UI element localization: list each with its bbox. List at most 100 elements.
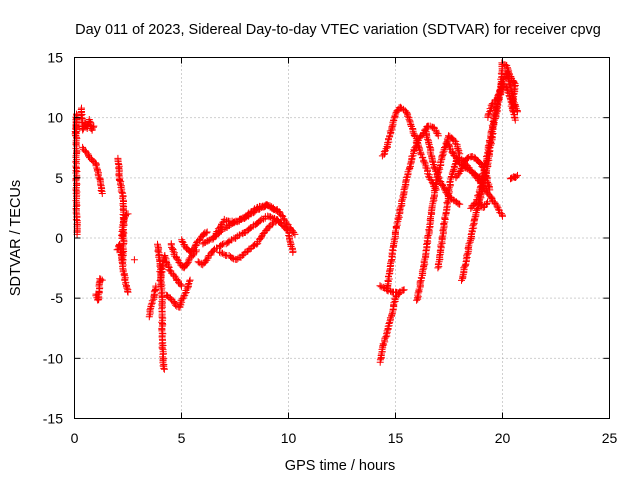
data-point — [203, 256, 211, 264]
data-point — [498, 59, 506, 67]
data-point — [290, 229, 298, 237]
data-point — [511, 116, 519, 124]
data-track — [77, 104, 98, 134]
data-point — [154, 247, 162, 255]
data-point — [289, 248, 297, 256]
data-point — [486, 105, 494, 113]
data-point — [97, 181, 105, 189]
data-point — [176, 300, 184, 308]
data-point — [79, 126, 87, 134]
data-point — [469, 201, 477, 209]
data-point — [130, 256, 138, 264]
data-point — [239, 214, 247, 222]
data-point — [418, 267, 426, 275]
x-tick-labels: 0 5 10 15 20 25 — [71, 430, 618, 446]
data-point — [412, 143, 420, 151]
y-tick-label: 5 — [55, 170, 63, 186]
data-point — [487, 101, 495, 109]
data-point — [400, 286, 408, 294]
data-point — [450, 163, 458, 170]
data-point — [438, 233, 446, 241]
data-point — [120, 271, 128, 279]
data-point — [274, 208, 282, 215]
data-point — [91, 159, 99, 167]
data-track — [484, 68, 519, 124]
data-point — [458, 276, 465, 284]
y-tick-label: -5 — [51, 290, 64, 306]
data-point — [390, 299, 398, 307]
data-track — [421, 126, 464, 208]
data-track — [156, 252, 185, 290]
data-point — [286, 237, 294, 245]
data-point — [392, 223, 400, 230]
data-track — [475, 198, 491, 211]
data-point — [88, 125, 96, 133]
x-tick-label: 0 — [71, 430, 79, 446]
data-point — [288, 227, 296, 235]
data-point — [488, 121, 496, 129]
x-axis-label: GPS time / hours — [285, 458, 395, 474]
data-point — [505, 77, 513, 85]
data-point — [424, 170, 432, 178]
y-tick-label: 10 — [47, 110, 63, 126]
data-point — [416, 277, 424, 285]
y-tick-label: -10 — [43, 350, 63, 366]
data-point — [97, 187, 105, 194]
data-point — [450, 136, 458, 144]
y-tick-label: 15 — [47, 50, 63, 66]
data-point — [430, 161, 437, 168]
data-point — [460, 162, 467, 169]
data-point — [160, 364, 168, 372]
data-point — [232, 234, 240, 242]
data-point — [274, 216, 282, 224]
data-point — [97, 275, 105, 283]
data-point — [204, 237, 212, 245]
data-point — [390, 236, 398, 244]
y-axis-label: SDTVAR / TECUs — [8, 180, 24, 296]
data-point — [161, 253, 169, 261]
x-tick-label: 15 — [388, 430, 404, 446]
axis-ticks — [74, 57, 610, 419]
y-tick-label: 0 — [55, 230, 63, 246]
data-point — [386, 127, 394, 135]
data-track — [216, 216, 282, 263]
data-point — [449, 167, 457, 175]
data-track — [383, 122, 442, 294]
data-point — [509, 106, 516, 114]
data-point — [119, 221, 127, 229]
data-point — [503, 70, 511, 77]
data-point — [459, 163, 467, 171]
data-point — [419, 266, 427, 274]
data-point — [267, 214, 275, 221]
data-track — [209, 201, 282, 242]
data-point — [191, 243, 199, 251]
data-track — [507, 171, 521, 183]
data-point — [380, 148, 388, 156]
data-point — [384, 139, 392, 147]
data-point — [399, 192, 407, 200]
data-point — [388, 311, 396, 319]
data-point — [90, 122, 98, 130]
data-point — [118, 188, 126, 196]
data-point — [422, 247, 430, 255]
data-point — [216, 248, 223, 256]
data-point — [122, 283, 130, 291]
data-point — [273, 206, 281, 214]
data-track — [145, 282, 160, 321]
data-point — [219, 240, 226, 248]
data-point — [95, 174, 103, 182]
data-point — [158, 344, 166, 352]
data-point — [169, 247, 177, 255]
data-point — [157, 283, 165, 290]
x-tick-label: 25 — [602, 430, 618, 446]
data-point — [404, 112, 412, 120]
data-point — [437, 157, 445, 165]
data-point — [231, 218, 239, 226]
data-point — [477, 180, 485, 188]
data-point — [173, 255, 181, 263]
data-point — [509, 100, 517, 108]
data-point — [147, 300, 155, 308]
data-track — [113, 240, 132, 296]
data-point — [192, 240, 200, 248]
